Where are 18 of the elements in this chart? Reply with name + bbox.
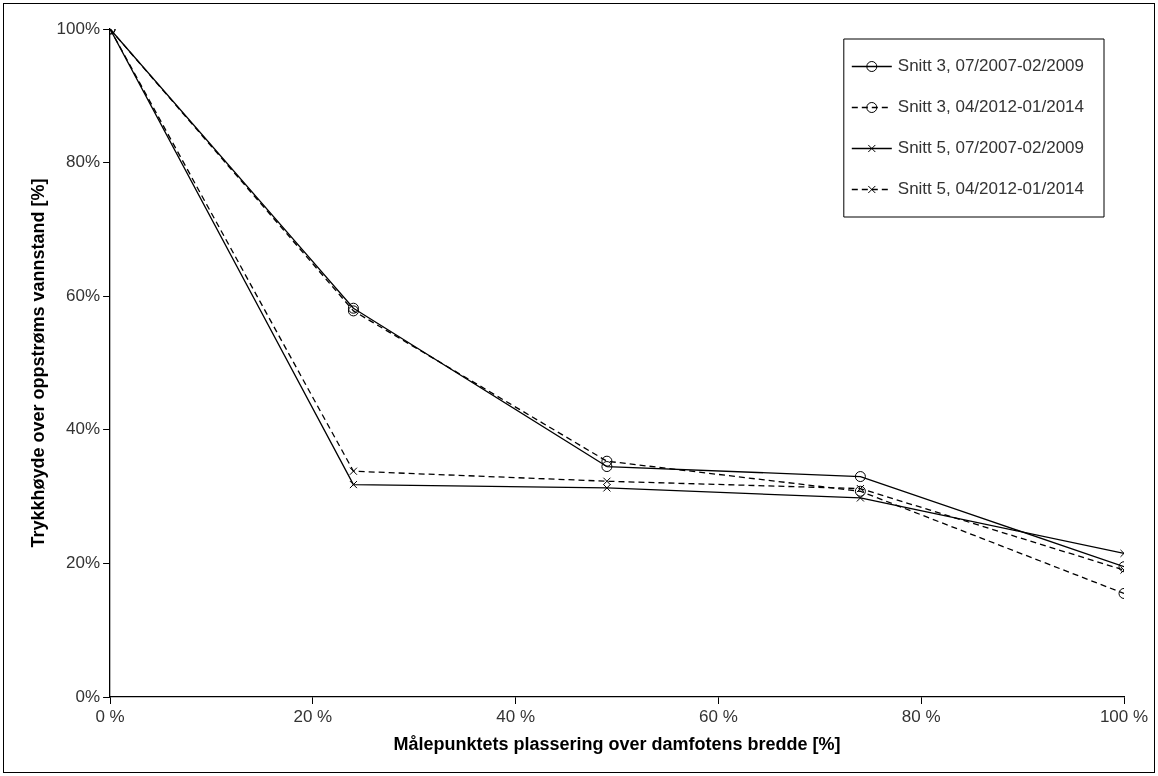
y-axis-title: Trykkhøyde over oppstrøms vannstand [%] (27, 178, 48, 548)
x-axis-title: Målepunktets plassering over damfotens bredde [%] (393, 734, 841, 755)
legend-label: Snitt 5, 07/2007-02/2009 (897, 138, 1084, 158)
x-tick-label: 20 % (293, 706, 333, 726)
legend-label: Snitt 3, 04/2012-01/2014 (897, 97, 1084, 117)
x-tick-label: 60 % (699, 706, 738, 726)
x-tick-label: 100 % (1099, 706, 1149, 726)
y-tick-label: 60% (66, 285, 101, 305)
legend-label: Snitt 3, 07/2007-02/2009 (897, 56, 1084, 76)
y-tick-label: 40% (66, 419, 101, 439)
y-tick-label: 100% (56, 18, 101, 38)
x-tick-label: 0 % (95, 706, 125, 726)
y-tick-label: 80% (66, 152, 101, 172)
x-tick-label: 80 % (901, 706, 941, 726)
y-tick-label: 20% (66, 553, 101, 573)
x-tick-label: 40 % (496, 706, 536, 726)
y-tick-label: 0% (75, 686, 101, 706)
legend-label: Snitt 5, 04/2012-01/2014 (897, 179, 1084, 199)
